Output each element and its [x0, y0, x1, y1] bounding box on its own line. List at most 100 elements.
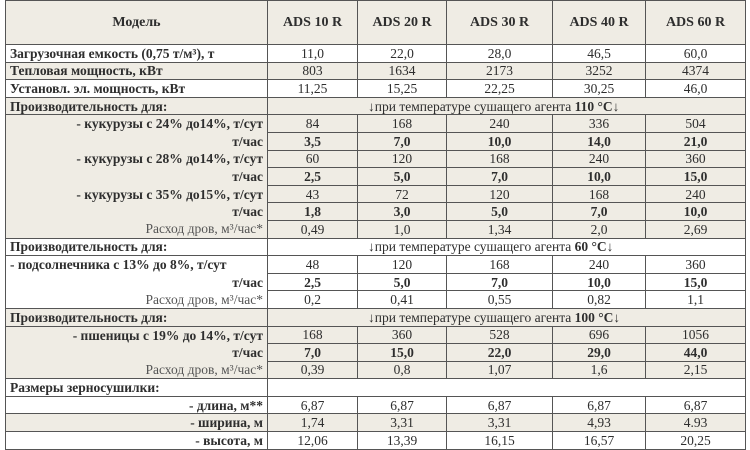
model-header-ads30: ADS 30 R: [446, 0, 553, 45]
row-label: т/час: [5, 132, 268, 151]
value-cell: 10,0: [446, 131, 553, 151]
value-cell: 29,0: [552, 343, 646, 362]
value-cell: 4.93: [645, 413, 746, 433]
value-cell: 168: [446, 149, 553, 169]
value-cell: 7,0: [267, 343, 358, 362]
value-cell: 240: [645, 184, 746, 204]
value-cell: 4374: [645, 61, 746, 81]
value-cell: 120: [357, 255, 447, 274]
value-cell: 803: [267, 61, 358, 81]
model-header: Модель: [5, 0, 268, 45]
table-row: - ширина, м 1,74 3,31 3,31 4,93 4.93: [5, 413, 746, 433]
table-row: - пшеницы с 19% до 14%, т/сут 168 360 528 69…: [5, 325, 746, 345]
value-cell: 15,0: [645, 272, 746, 292]
table-row: Производительность для: ↓при температуре …: [5, 307, 746, 327]
value-cell: 10,0: [552, 272, 646, 292]
value-cell: 6,87: [446, 395, 553, 415]
value-cell: 22,0: [446, 343, 553, 362]
table-row: Расход дров, м³/час* 0,49 1,0 1,34 2,0 2,69: [5, 219, 746, 239]
row-label: Производительность для:: [5, 237, 268, 257]
row-label: - длина, м**: [5, 395, 268, 415]
value-cell: 20,25: [645, 431, 746, 450]
table-body: Загрузочная емкость (0,75 т/м³), т 11,0 22…: [5, 44, 746, 450]
value-cell: 240: [446, 114, 553, 133]
row-label: - подсолнечника с 13% до 8%, т/сут: [5, 255, 268, 274]
value-cell: 1,07: [446, 360, 553, 380]
value-cell: 5,0: [357, 272, 447, 292]
value-cell: 11,0: [267, 44, 358, 63]
value-cell: 6,87: [552, 395, 646, 415]
temperature-suffix: ↓: [613, 309, 621, 325]
value-cell: 0,55: [446, 290, 553, 309]
value-cell: 12,06: [267, 431, 358, 450]
row-label: т/час: [5, 167, 268, 186]
header-row: Модель ADS 10 R ADS 20 R ADS 30 R ADS 40…: [5, 0, 746, 45]
value-cell: 2,5: [267, 272, 358, 292]
value-cell: 43: [267, 184, 358, 204]
row-label: Расход дров, м³/час*: [5, 220, 268, 239]
value-cell: 30,25: [552, 79, 646, 98]
row-label: т/час: [5, 343, 268, 362]
value-cell: 6,87: [645, 395, 746, 415]
value-cell: 7,0: [357, 131, 447, 151]
value-cell: 120: [446, 184, 553, 204]
temperature-value: 110 °C: [574, 98, 613, 114]
value-cell: 84: [267, 114, 358, 133]
value-cell: 7,0: [446, 167, 553, 186]
table-row: Расход дров, м³/час* 0,2 0,41 0,55 0,82 1,1: [5, 290, 746, 309]
value-cell: 3,31: [446, 413, 553, 433]
value-cell: 696: [552, 325, 646, 345]
temperature-suffix: ↓: [606, 239, 614, 255]
model-header-ads40: ADS 40 R: [552, 0, 646, 45]
table-row: т/час 1,8 3,0 5,0 7,0 10,0: [5, 202, 746, 221]
value-cell: 1056: [645, 325, 746, 345]
temperature-value: 100 °C: [574, 309, 614, 325]
row-label: Размеры зерносушилки:: [5, 378, 268, 397]
value-cell: 16,15: [446, 431, 553, 450]
row-label: - высота, м: [5, 431, 268, 450]
value-cell: 0,49: [267, 219, 358, 239]
specs-table: Модель ADS 10 R ADS 20 R ADS 30 R ADS 40…: [5, 0, 746, 450]
table-row: - кукурузы с 35% до15%, т/сут 43 72 120 168 2…: [5, 184, 746, 204]
row-label: Расход дров, м³/час*: [5, 361, 268, 379]
value-cell: 5,0: [357, 167, 447, 186]
model-header-ads10: ADS 10 R: [267, 0, 358, 45]
value-cell: 528: [446, 325, 553, 345]
value-cell: 3252: [552, 61, 646, 81]
temperature-suffix: ↓: [612, 98, 620, 114]
value-cell: 2,69: [645, 219, 746, 239]
table-row: т/час 3,5 7,0 10,0 14,0 21,0: [5, 131, 746, 151]
value-cell: 0,2: [267, 290, 358, 309]
value-cell: 15,0: [357, 343, 447, 362]
row-label: т/час: [5, 273, 268, 291]
table-row: т/час 2,5 5,0 7,0 10,0 15,0: [5, 272, 746, 292]
table-row: Производительность для: ↓при температуре …: [5, 237, 746, 257]
value-cell: 120: [357, 149, 447, 169]
value-cell: 168: [446, 255, 553, 274]
value-cell: 5,0: [446, 202, 553, 221]
value-cell: 360: [645, 255, 746, 274]
value-cell: 3,0: [357, 202, 447, 221]
value-cell: 504: [645, 114, 746, 133]
value-cell: 6,87: [357, 395, 447, 415]
value-cell: 13,39: [357, 431, 447, 450]
value-cell: 6,87: [267, 395, 358, 415]
value-cell: 0,41: [357, 290, 447, 309]
temperature-note: ↓при температуре сушащего агента 60 °C↓: [267, 237, 746, 257]
temperature-value: 60 °C: [574, 239, 607, 255]
value-cell: 1,6: [552, 360, 646, 380]
value-cell: 0,8: [357, 360, 447, 380]
table-row: Установл. эл. мощность, кВт 11,25 15,25 22,…: [5, 79, 746, 98]
table-row: - подсолнечника с 13% до 8%, т/сут 48 120 1…: [5, 255, 746, 274]
value-cell: 22,0: [357, 44, 447, 63]
table-row: Производительность для: ↓при температуре …: [5, 96, 746, 116]
value-cell: 60,0: [645, 44, 746, 63]
value-cell: 44,0: [645, 343, 746, 362]
value-cell: 72: [357, 184, 447, 204]
row-label: Установл. эл. мощность, кВт: [5, 79, 268, 98]
value-cell: 1,8: [267, 202, 358, 221]
value-cell: 4,93: [552, 413, 646, 433]
model-header-ads20: ADS 20 R: [357, 0, 447, 45]
value-cell: 11,25: [267, 79, 358, 98]
row-label: Тепловая мощность, кВт: [5, 61, 268, 81]
